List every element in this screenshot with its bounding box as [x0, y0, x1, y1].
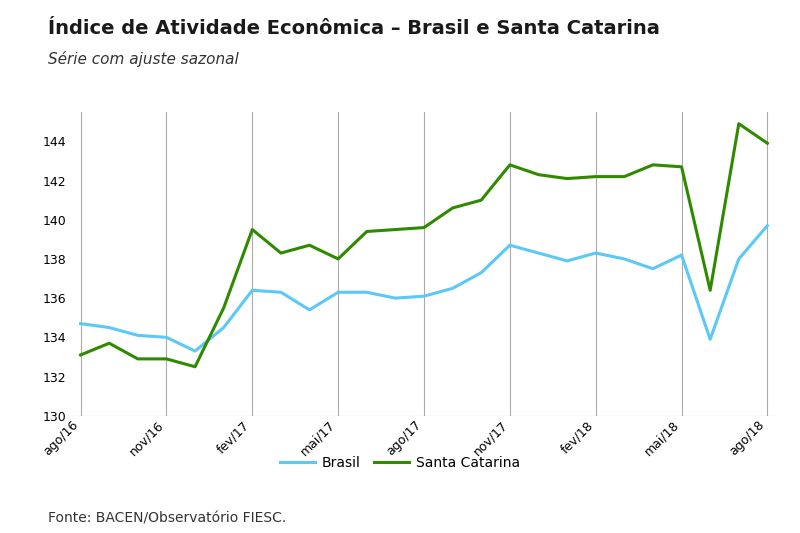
Text: Série com ajuste sazonal: Série com ajuste sazonal	[48, 51, 238, 67]
Legend: Brasil, Santa Catarina: Brasil, Santa Catarina	[274, 450, 526, 475]
Text: Índice de Atividade Econômica – Brasil e Santa Catarina: Índice de Atividade Econômica – Brasil e…	[48, 19, 660, 38]
Text: Fonte: BACEN/Observatório FIESC.: Fonte: BACEN/Observatório FIESC.	[48, 511, 286, 525]
